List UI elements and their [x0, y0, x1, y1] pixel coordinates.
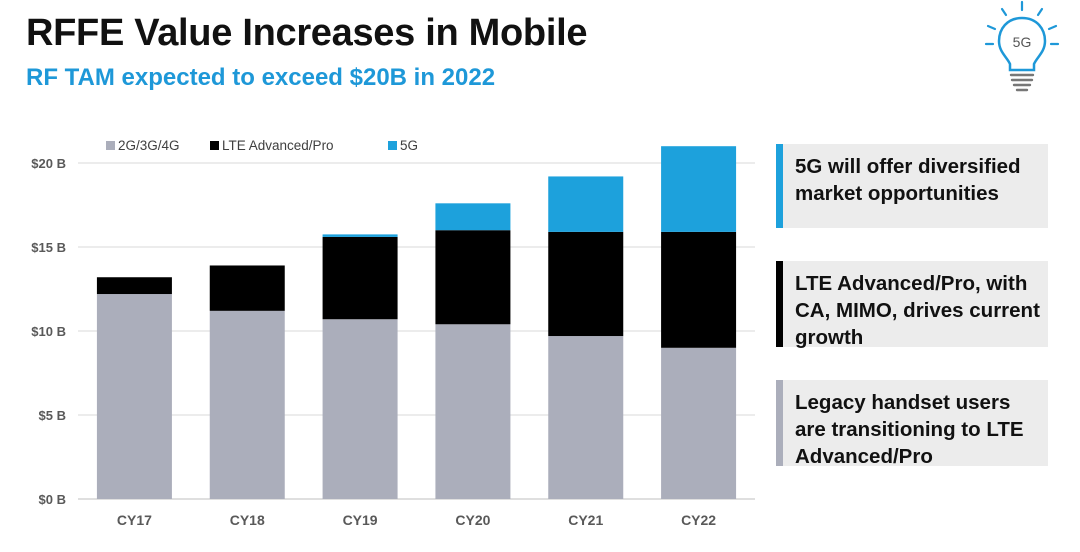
y-axis: $0 B $5 B $10 B $15 B $20 B: [31, 156, 66, 507]
y-tick-label: $5 B: [39, 408, 66, 423]
chart-bars: [96, 146, 737, 499]
x-axis: CY17 CY18 CY19 CY20 CY21 CY22: [117, 512, 716, 528]
legend-label: 2G/3G/4G: [118, 138, 180, 153]
legend-label: 5G: [400, 138, 418, 153]
logo-label: 5G: [1013, 34, 1032, 50]
legend-swatch: [210, 141, 219, 150]
bar-segment-cy18-s1: [209, 265, 285, 311]
bar-segment-cy21-s0: [548, 336, 624, 499]
callout-lte: LTE Advanced/Pro, with CA, MIMO, drives …: [776, 261, 1048, 349]
chart-legend: 2G/3G/4G LTE Advanced/Pro 5G: [106, 138, 418, 153]
bar-segment-cy21-s2: [548, 176, 624, 232]
legend-swatch: [388, 141, 397, 150]
x-tick-label: CY22: [681, 512, 716, 528]
bar-segment-cy20-s2: [435, 203, 511, 231]
x-tick-label: CY21: [568, 512, 603, 528]
x-tick-label: CY20: [455, 512, 490, 528]
bar-segment-cy22-s0: [661, 347, 737, 499]
bar-segment-cy19-s0: [322, 319, 398, 499]
bar-segment-cy22-s2: [661, 146, 737, 232]
bar-segment-cy20-s0: [435, 324, 511, 499]
y-tick-label: $15 B: [31, 240, 66, 255]
bar-segment-cy19-s1: [322, 236, 398, 320]
bar-segment-cy19-s2: [322, 234, 398, 237]
legend-swatch: [106, 141, 115, 150]
callout-legacy: Legacy handset users are transitioning t…: [776, 380, 1048, 468]
bar-segment-cy21-s1: [548, 231, 624, 337]
legend-label: LTE Advanced/Pro: [222, 138, 334, 153]
bar-segment-cy20-s1: [435, 230, 511, 325]
slide-subtitle: RF TAM expected to exceed $20B in 2022: [26, 64, 496, 91]
stacked-bar-chart: 2G/3G/4G LTE Advanced/Pro 5G $0 B $5 B $10 B…: [31, 138, 755, 528]
callout-5g: 5G will offer diversified market opportu…: [776, 144, 1048, 228]
x-tick-label: CY17: [117, 512, 152, 528]
bar-segment-cy18-s0: [209, 310, 285, 499]
bar-segment-cy17-s1: [96, 277, 172, 295]
y-tick-label: $20 B: [31, 156, 66, 171]
y-tick-label: $0 B: [39, 492, 66, 507]
x-tick-label: CY19: [343, 512, 378, 528]
lightbulb-5g-icon: 5G: [984, 0, 1060, 92]
x-tick-label: CY18: [230, 512, 265, 528]
bar-segment-cy17-s0: [96, 294, 172, 499]
y-tick-label: $10 B: [31, 324, 66, 339]
bar-segment-cy22-s1: [661, 231, 737, 348]
slide-title: RFFE Value Increases in Mobile: [26, 12, 588, 54]
chart-gridlines: [78, 162, 755, 500]
